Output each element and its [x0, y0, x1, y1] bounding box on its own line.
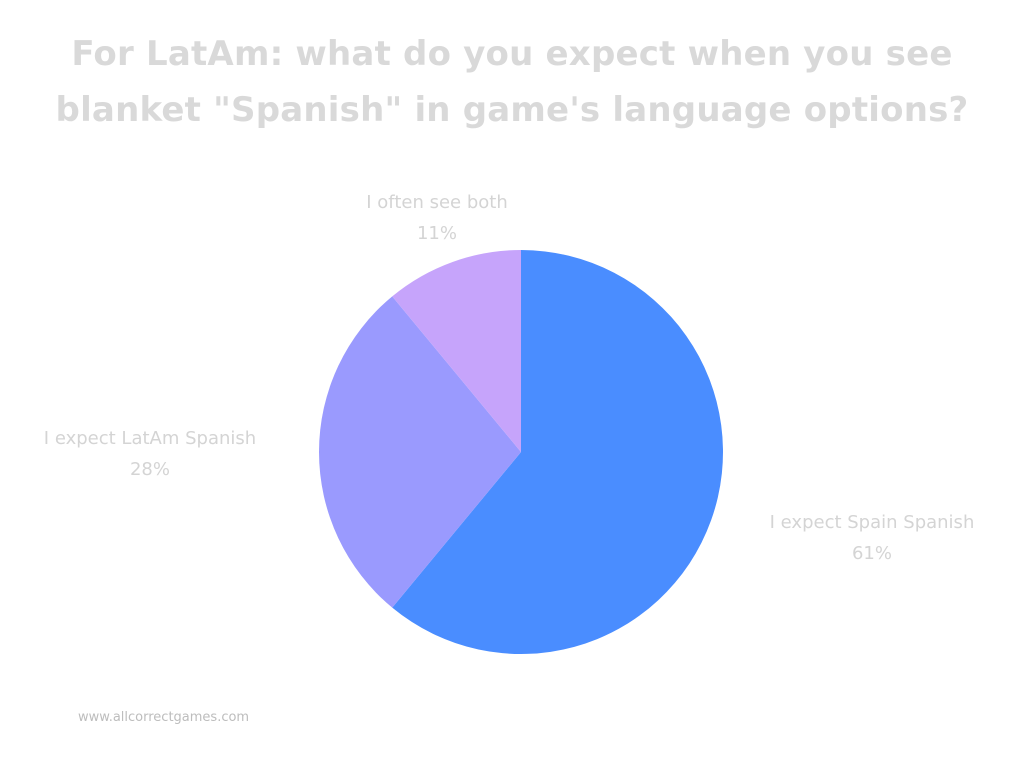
- slice-label-1: I expect Spain Spanish: [770, 512, 975, 533]
- pie-slice-3: [392, 250, 521, 452]
- slice-label-2: I expect LatAm Spanish: [44, 428, 256, 449]
- pie-slice-2: [319, 296, 521, 608]
- chart-title-line-1: For LatAm: what do you expect when you s…: [71, 34, 953, 74]
- chart-title-line-2: blanket "Spanish" in game's language opt…: [55, 90, 969, 130]
- slice-value-label-3: 11%: [417, 223, 457, 244]
- slice-label-3: I often see both: [366, 192, 507, 213]
- pie-slice-1: [392, 250, 723, 654]
- slice-value-label-1: 61%: [852, 543, 892, 564]
- slice-value-label-2: 28%: [130, 459, 170, 480]
- chart-title: For LatAm: what do you expect when you s…: [0, 26, 1024, 138]
- source-footer: www.allcorrectgames.com: [78, 710, 250, 725]
